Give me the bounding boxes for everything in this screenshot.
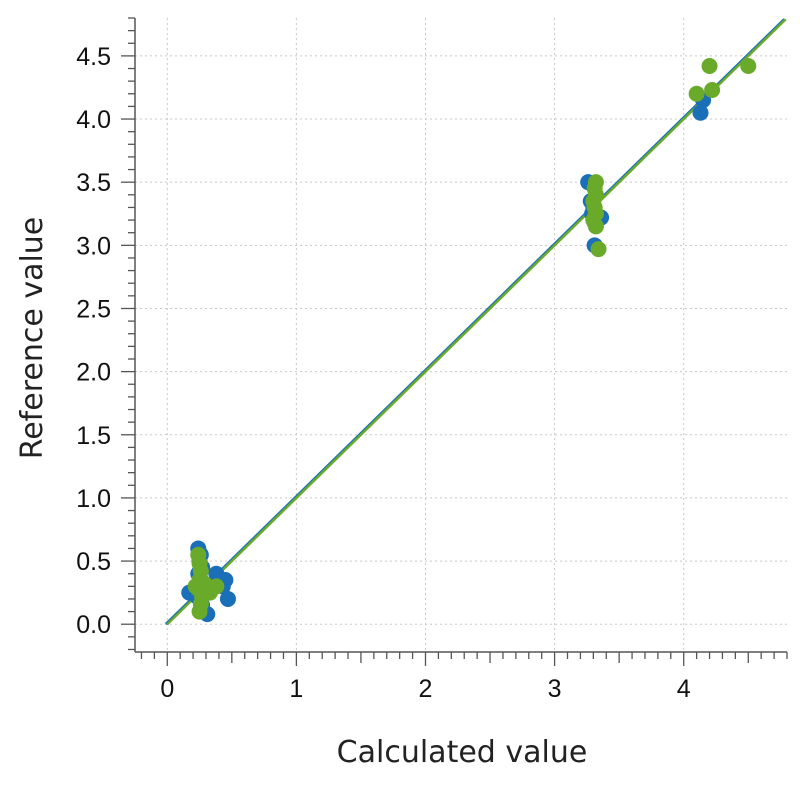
y-tick-label: 4.5 (76, 43, 111, 71)
y-axis-title: Reference value (15, 217, 50, 460)
axis-ticks (121, 17, 788, 666)
x-axis-title: Calculated value (337, 735, 588, 770)
x-tick-label: 0 (160, 675, 174, 703)
x-tick-label: 1 (289, 675, 303, 703)
y-tick-label: 2.5 (76, 295, 111, 323)
green-data-point (701, 57, 718, 74)
green-data-point (191, 603, 208, 620)
x-tick-label: 4 (677, 675, 691, 703)
fit-line (166, 18, 787, 626)
y-tick-label: 1.0 (76, 485, 111, 513)
grid-lines (135, 18, 787, 652)
green-data-point (740, 57, 757, 74)
green-data-point (688, 85, 705, 102)
data-points (181, 57, 757, 623)
green-data-point (587, 218, 604, 235)
plot-frame (134, 18, 787, 653)
y-tick-label: 3.0 (76, 232, 111, 260)
y-tick-label: 2.0 (76, 359, 111, 387)
green-data-point (208, 578, 225, 595)
blue-data-point (692, 104, 709, 121)
blue-data-point (219, 590, 236, 607)
y-tick-label: 4.0 (76, 106, 111, 134)
y-tick-label: 3.5 (76, 169, 111, 197)
fit-lines (164, 18, 787, 626)
green-data-point (590, 241, 607, 258)
y-tick-label: 0.0 (76, 611, 111, 639)
x-tick-label: 3 (548, 675, 562, 703)
green-data-point (187, 578, 204, 595)
green-data-point (704, 81, 721, 98)
x-tick-label: 2 (419, 675, 433, 703)
tick-labels: 0 1 2 3 4 0.0 0.5 1.0 1.5 2.0 2.5 3.0 3.5 4.0 4.5 (76, 43, 691, 703)
y-tick-label: 1.5 (76, 422, 111, 450)
y-tick-label: 0.5 (76, 548, 111, 576)
